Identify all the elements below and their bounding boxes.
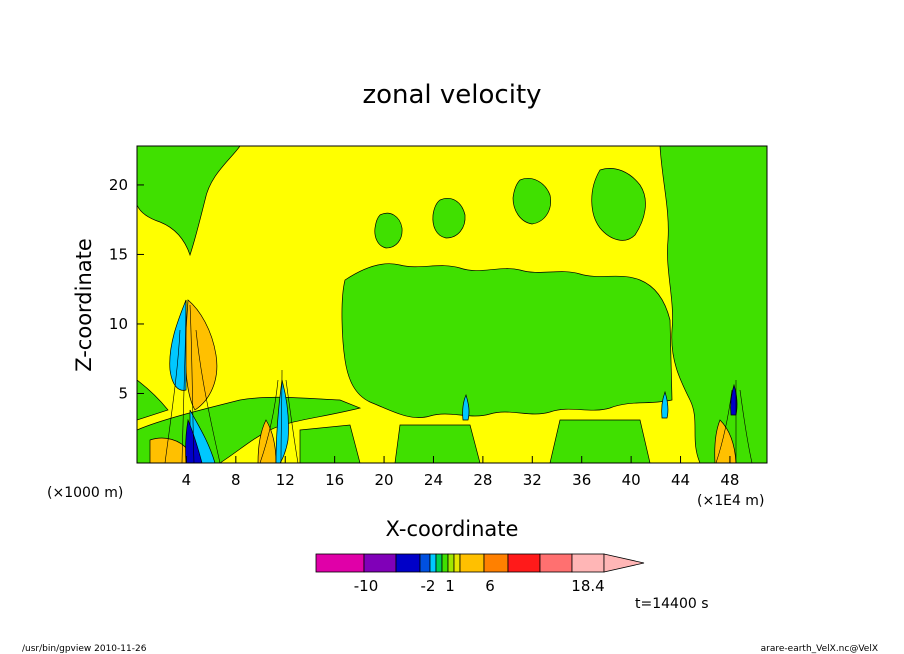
colorbar-swatch [395,553,421,573]
colorbar-swatch [453,553,461,573]
colorbar-swatch [483,553,509,573]
y-axis-label: Z-coordinate [72,238,96,372]
footer-left: /usr/bin/gpview 2010-11-26 [22,644,147,654]
colorbar-swatch [507,553,541,573]
x-tick-label: 20 [375,471,394,489]
colorbar-arrow [603,553,645,573]
time-annotation: t=14400 s [635,596,709,612]
colorbar-label: 1 [445,577,455,595]
low-velocity-regions [137,146,767,463]
x-tick-label: 4 [182,471,192,489]
x-tick-label: 40 [622,471,641,489]
y-tick-label: 5 [118,384,128,402]
chart-title: zonal velocity [362,80,541,110]
colorbar-swatch [363,553,397,573]
plot-frame [136,145,768,464]
colorbar-labels: -10 -2 1 6 18.4 [354,577,605,595]
colorbar-label: 6 [485,577,495,595]
x-axis: 4 8 12 16 20 24 28 32 36 40 44 48 [182,456,739,489]
colorbar-swatch [447,553,455,573]
y-axis: 5 10 15 20 [109,176,144,402]
colorbar-swatch [429,553,437,573]
colorbar-swatch [435,553,443,573]
contour-lines [164,299,753,463]
x-tick-label: 8 [231,471,241,489]
x-tick-label: 28 [473,471,492,489]
colorbar-swatch [419,553,431,573]
colorbar-swatch [571,553,605,573]
y-tick-label: 20 [109,176,128,194]
x-tick-label: 48 [720,471,739,489]
plot-area [137,146,767,463]
x-tick-label: 12 [276,471,295,489]
y-tick-label: 10 [109,315,128,333]
x-tick-label: 36 [572,471,591,489]
colorbar-swatch [459,553,485,573]
x-axis-label: X-coordinate [386,517,519,541]
strong-negative-regions [185,383,738,463]
colorbar-swatch [315,553,365,573]
x-unit-left: (×1000 m) [47,485,123,501]
x-tick-label: 16 [325,471,344,489]
colorbar [315,553,645,573]
positive-velocity-regions [149,299,737,463]
x-tick-label: 24 [424,471,443,489]
x-tick-label: 44 [671,471,690,489]
colorbar-label: 18.4 [571,577,604,595]
colorbar-label: -2 [421,577,436,595]
x-tick-label: 32 [523,471,542,489]
footer-right: arare-earth_VelX.nc@VelX [761,644,878,654]
colorbar-label: -10 [354,577,379,595]
y-tick-label: 15 [109,245,128,263]
x-unit-right: (×1E4 m) [697,493,764,509]
colorbar-swatch [441,553,449,573]
colorbar-swatch [539,553,573,573]
